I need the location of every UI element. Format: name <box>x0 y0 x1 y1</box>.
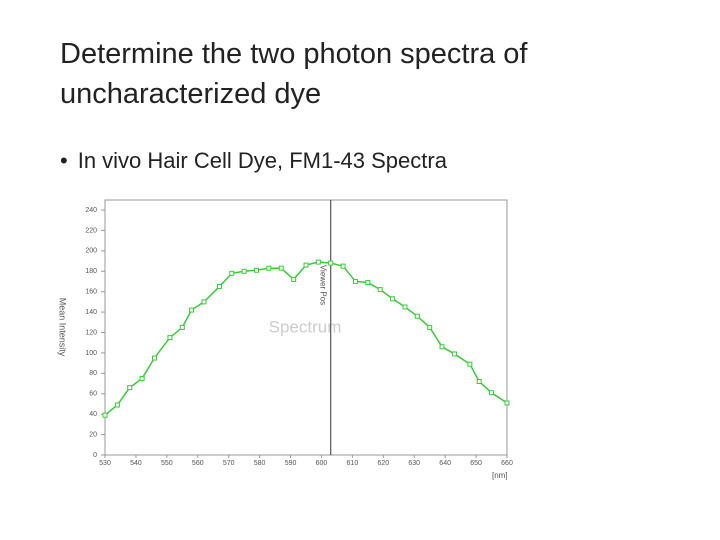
x-tick-label: 620 <box>377 460 389 467</box>
point <box>352 278 358 284</box>
x-tick-label: 570 <box>223 460 235 467</box>
point <box>439 344 445 350</box>
y-tick-label: 120 <box>85 329 97 336</box>
x-tick-label: 590 <box>285 460 297 467</box>
point <box>266 265 272 271</box>
point <box>201 299 207 305</box>
series-line <box>104 261 508 416</box>
y-tick-label: 220 <box>85 227 97 234</box>
x-tick-label: 560 <box>192 460 204 467</box>
x-tick-label: 600 <box>316 460 328 467</box>
point <box>151 355 157 361</box>
y-tick-label: 80 <box>89 370 97 377</box>
point <box>402 304 408 310</box>
point <box>254 267 260 273</box>
x-tick-label: 540 <box>130 460 142 467</box>
y-tick-label: 160 <box>85 289 97 296</box>
y-tick-label: 180 <box>85 268 97 275</box>
y-tick-label: 0 <box>93 452 97 459</box>
point <box>427 324 433 330</box>
y-tick-label: 40 <box>89 411 97 418</box>
plot-frame <box>104 199 508 456</box>
point <box>179 324 185 330</box>
point <box>390 296 396 302</box>
point <box>278 265 284 271</box>
point <box>102 412 108 418</box>
point <box>504 400 510 406</box>
watermark: Spectrum <box>269 317 342 336</box>
point <box>467 361 473 367</box>
point <box>328 260 334 266</box>
point <box>114 402 120 408</box>
point <box>216 284 222 290</box>
y-tick-label: 60 <box>89 391 97 398</box>
point <box>241 268 247 274</box>
y-tick-label: 20 <box>89 431 97 438</box>
x-tick-label: 610 <box>347 460 359 467</box>
point <box>365 279 371 285</box>
point <box>340 263 346 269</box>
x-axis-label: [nm] <box>492 471 508 480</box>
x-tick-label: 530 <box>99 460 111 467</box>
bullet: In vivo Hair Cell Dye, FM1-43 Spectra <box>60 148 447 174</box>
point <box>476 379 482 384</box>
point <box>451 351 457 357</box>
y-tick-label: 200 <box>85 248 97 255</box>
point <box>489 390 495 396</box>
point <box>414 313 420 319</box>
point <box>377 287 383 293</box>
y-tick-label: 140 <box>85 309 97 316</box>
y-axis-label: Mean Intensity <box>58 298 68 357</box>
x-tick-label: 660 <box>501 460 513 467</box>
point <box>315 259 321 265</box>
point <box>229 270 235 276</box>
x-tick-label: 550 <box>161 460 173 467</box>
y-tick-label: 240 <box>85 207 97 214</box>
point <box>167 335 173 341</box>
annotation: Viewer Pos <box>319 265 328 305</box>
x-tick-label: 630 <box>408 460 420 467</box>
point <box>139 375 145 381</box>
y-tick-label: 100 <box>85 350 97 357</box>
point <box>291 276 297 282</box>
slide-title: Determine the two photon spectra of unch… <box>60 38 528 110</box>
x-tick-label: 650 <box>470 460 482 467</box>
x-tick-label: 640 <box>439 460 451 467</box>
point <box>303 262 309 268</box>
x-tick-label: 580 <box>254 460 266 467</box>
point <box>189 307 195 313</box>
point <box>127 385 133 391</box>
